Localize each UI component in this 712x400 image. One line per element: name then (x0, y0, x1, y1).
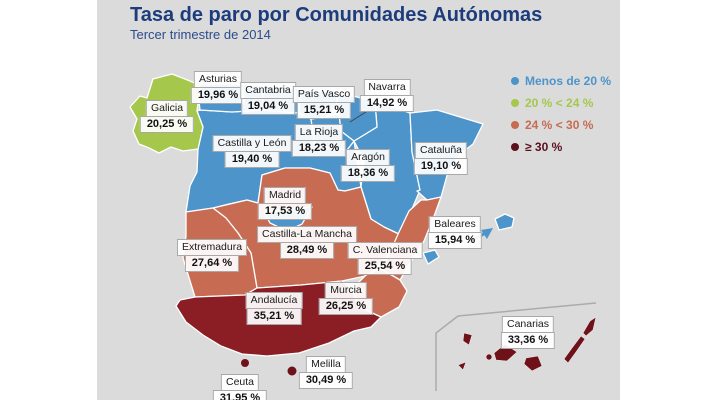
region-name: Murcia (325, 282, 367, 299)
label-aragon: Aragón 18,36 % (340, 149, 396, 182)
region-value: 15,21 % (296, 101, 352, 119)
label-cantabria: Cantabria 19,04 % (240, 82, 296, 115)
page-subtitle: Tercer trimestre de 2014 (130, 27, 271, 42)
region-value: 19,04 % (240, 97, 296, 115)
region-name: Ceuta (220, 374, 260, 391)
island-la-palma (462, 332, 473, 346)
region-value: 18,23 % (291, 139, 347, 157)
label-la-rioja: La Rioja 18,23 % (291, 124, 347, 157)
region-value: 17,53 % (257, 202, 313, 220)
label-cataluna: Cataluña 19,10 % (413, 142, 469, 175)
region-value: 18,36 % (340, 164, 396, 182)
legend-label: Menos de 20 % (525, 74, 612, 88)
legend-label: 24 % < 30 % (525, 118, 594, 132)
island-gran-canaria (523, 355, 543, 372)
legend-item-30-o-mas: ≥ 30 % (511, 136, 611, 158)
label-navarra: Navarra 14,92 % (359, 79, 415, 112)
region-name: Cataluña (414, 142, 468, 159)
region-name: Navarra (363, 79, 411, 96)
region-name: Cantabria (240, 82, 296, 99)
island-lanzarote (582, 316, 597, 337)
region-value: 25,54 % (357, 257, 413, 275)
legend-label: ≥ 30 % (525, 140, 563, 154)
label-extremadura: Extremadura 27,64 % (176, 239, 248, 272)
region-value: 30,49 % (298, 371, 354, 389)
page-title: Tasa de paro por Comunidades Autónomas (130, 4, 543, 26)
label-melilla: Melilla 30,49 % (298, 356, 354, 389)
region-name: C. Valenciana (347, 242, 423, 259)
ceuta-dot (241, 359, 249, 367)
legend-dot-blue-icon (511, 77, 519, 85)
island-ibiza (422, 249, 440, 265)
label-c-valenciana: C. Valenciana 25,54 % (347, 242, 423, 275)
region-value: 28,49 % (279, 241, 335, 259)
region-name: Galicia (145, 100, 189, 117)
region-value: 27,64 % (184, 254, 240, 272)
label-castilla-la-mancha: Castilla-La Mancha 28,49 % (257, 226, 357, 259)
region-name: Aragón (346, 149, 390, 166)
label-galicia: Galicia 20,25 % (139, 100, 195, 133)
label-canarias: Canarias 33,36 % (500, 316, 556, 349)
region-name: País Vasco (292, 86, 356, 103)
legend-dot-salmon-icon (511, 121, 519, 129)
legend-dot-darkred-icon (511, 143, 519, 151)
region-name: Castilla y León (212, 135, 292, 152)
region-name: La Rioja (294, 124, 344, 141)
label-murcia: Murcia 26,25 % (318, 282, 374, 315)
region-value: 19,40 % (224, 150, 280, 168)
island-fuerteventura (563, 335, 586, 364)
region-value: 26,25 % (318, 297, 374, 315)
region-value: 35,21 % (246, 307, 302, 325)
region-name: Melilla (306, 356, 346, 373)
label-castilla-y-leon: Castilla y León 19,40 % (212, 135, 292, 168)
region-name: Asturias (194, 71, 242, 88)
title-block: Tasa de paro por Comunidades Autónomas T… (130, 4, 542, 42)
legend-label: 20 % < 24 % (525, 96, 594, 110)
label-madrid: Madrid 17,53 % (257, 187, 313, 220)
label-asturias: Asturias 19,96 % (190, 71, 246, 104)
legend-item-24-30: 24 % < 30 % (511, 114, 611, 136)
region-value: 19,96 % (190, 86, 246, 104)
region-name: Andalucía (245, 292, 303, 309)
melilla-dot (287, 366, 297, 376)
canarias-inset-border (435, 302, 597, 391)
legend-dot-green-icon (511, 99, 519, 107)
legend: Menos de 20 % 20 % < 24 % 24 % < 30 % ≥ … (511, 70, 611, 158)
label-pais-vasco: País Vasco 15,21 % (292, 86, 356, 119)
legend-item-20-24: 20 % < 24 % (511, 92, 611, 114)
region-name: Castilla-La Mancha (257, 226, 357, 243)
label-baleares: Baleares 15,94 % (427, 216, 483, 249)
island-la-gomera (485, 353, 493, 361)
label-andalucia: Andalucía 35,21 % (245, 292, 303, 325)
region-value: 15,94 % (427, 231, 483, 249)
region-name: Baleares (429, 216, 481, 233)
island-el-hierro (457, 361, 467, 371)
island-mallorca (494, 213, 515, 231)
region-name: Madrid (263, 187, 307, 204)
region-value: 33,36 % (500, 331, 556, 349)
region-value: 20,25 % (139, 115, 195, 133)
legend-item-menos-de-20: Menos de 20 % (511, 70, 611, 92)
region-value: 31,95 % (212, 389, 268, 400)
region-value: 19,10 % (413, 157, 469, 175)
label-ceuta: Ceuta 31,95 % (212, 374, 268, 400)
region-value: 14,92 % (359, 94, 415, 112)
region-name: Extremadura (176, 239, 248, 256)
region-name: Canarias (501, 316, 555, 333)
